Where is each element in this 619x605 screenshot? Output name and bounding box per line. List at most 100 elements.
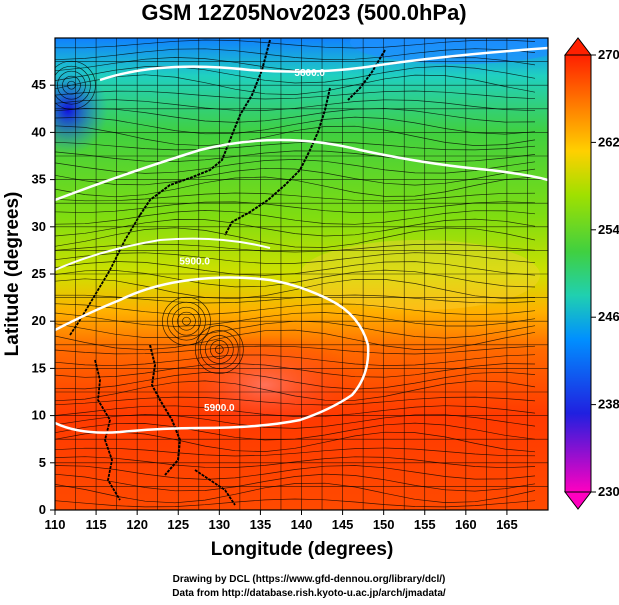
contour-label: 5900.0 xyxy=(204,403,235,414)
colorbar-tick-label: 246 xyxy=(598,309,619,324)
streamline xyxy=(55,48,536,61)
vortex-ring xyxy=(204,335,234,364)
streamline xyxy=(55,303,536,316)
colorbar-scale xyxy=(564,54,592,493)
contour-labels: 5900.0 5900.0 5800.0 xyxy=(179,68,325,414)
colorbar-bottom-arrow xyxy=(563,491,593,510)
x-tick-label: 145 xyxy=(332,517,354,532)
colorbar-tick-label: 262 xyxy=(598,134,619,149)
contour-5850 xyxy=(55,237,271,271)
streamline xyxy=(55,482,536,504)
vortex-ring xyxy=(172,306,201,336)
streamline xyxy=(55,218,536,237)
x-axis-ticks: 110 115 120 125 130 135 140 145 150 155 160 165 xyxy=(45,510,518,532)
coast-indochina xyxy=(94,359,121,501)
vortex-ring xyxy=(62,75,81,95)
streamline xyxy=(55,192,536,202)
lat-lon-grid xyxy=(55,38,548,510)
streamline xyxy=(55,354,536,367)
x-axis-label: Longitude (degrees) xyxy=(211,539,394,560)
streamline xyxy=(55,116,536,135)
warm-tongue xyxy=(300,240,540,310)
x-tick-label: 150 xyxy=(373,517,395,532)
x-tick-label: 130 xyxy=(208,517,230,532)
vortex-ring xyxy=(182,316,191,326)
vortex-ring xyxy=(55,60,96,110)
streamline xyxy=(55,473,536,492)
streamline xyxy=(55,345,536,355)
streamline xyxy=(55,201,536,214)
coast-korea-china xyxy=(139,39,271,216)
streamline xyxy=(55,210,536,225)
streamline xyxy=(55,243,536,253)
contour-5800-north xyxy=(99,46,548,82)
streamline xyxy=(55,294,536,304)
streamline xyxy=(55,269,536,288)
map-title: GSM 12Z05Nov2023 (500.0hPa) xyxy=(141,0,466,25)
streamline xyxy=(55,320,536,339)
vortex-ring xyxy=(67,80,76,90)
vortex-ring xyxy=(55,65,91,105)
y-tick-label: 0 xyxy=(39,502,46,517)
streamline xyxy=(55,396,536,406)
colorbar-top-arrow xyxy=(563,37,593,56)
y-tick-label: 35 xyxy=(32,172,46,187)
x-tick-label: 140 xyxy=(291,517,313,532)
streamline xyxy=(55,141,536,151)
x-tick-label: 115 xyxy=(86,517,107,532)
streamline xyxy=(55,278,536,300)
streamline xyxy=(55,363,536,378)
x-tick-label: 110 xyxy=(45,517,66,532)
vortex-ring xyxy=(162,296,211,346)
y-axis-label: Latitude (degrees) xyxy=(2,192,23,357)
x-tick-label: 165 xyxy=(496,517,518,532)
streamline xyxy=(55,312,536,327)
streamline xyxy=(55,447,536,457)
credit-drawing: Drawing by DCL (https://www.gfd-dennou.o… xyxy=(173,574,446,585)
streamline xyxy=(55,125,536,147)
y-tick-label: 45 xyxy=(32,77,46,92)
y-axis-ticks: 0 5 10 15 20 25 30 35 40 45 xyxy=(32,77,55,517)
vortex-ring xyxy=(199,330,239,369)
coast-china-east xyxy=(69,214,141,336)
colorbar-tick-label: 238 xyxy=(598,397,619,412)
streamline xyxy=(55,252,536,264)
streamline xyxy=(55,422,536,441)
vortex-ring xyxy=(214,345,224,354)
streamline xyxy=(55,380,536,402)
contour-5900-outer xyxy=(55,276,370,434)
vortex-ring xyxy=(177,311,196,331)
streamline xyxy=(55,65,536,84)
plot-area: 5900.0 5900.0 5800.0 xyxy=(55,38,548,510)
vortex-ring xyxy=(194,325,244,374)
streamline xyxy=(55,261,536,276)
contour-5700 xyxy=(55,138,548,202)
streamline xyxy=(55,39,536,49)
streamline xyxy=(55,150,536,163)
streamline xyxy=(55,90,536,100)
credit-data: Data from http://database.rish.kyoto-u.a… xyxy=(172,588,446,599)
x-tick-label: 135 xyxy=(250,517,272,532)
streamline xyxy=(55,227,536,248)
colorbar-tick-label: 270 xyxy=(598,47,619,62)
vortex-ring xyxy=(57,70,86,100)
streamline xyxy=(55,57,536,72)
y-tick-label: 15 xyxy=(32,360,46,375)
coast-borneo xyxy=(194,469,236,506)
cold-band xyxy=(350,38,548,64)
coast-japan xyxy=(224,87,331,236)
y-tick-label: 5 xyxy=(39,455,46,470)
vortex-ring xyxy=(209,340,229,359)
streamline xyxy=(55,329,536,351)
x-tick-label: 125 xyxy=(167,517,189,532)
streamline xyxy=(55,414,536,429)
contour-label: 5800.0 xyxy=(294,68,325,79)
coastlines xyxy=(69,39,386,506)
warm-core xyxy=(170,335,360,435)
coast-philippines xyxy=(149,344,182,476)
streamline xyxy=(55,176,536,198)
streamline xyxy=(55,405,536,417)
streamline xyxy=(55,167,536,186)
vortex-ring xyxy=(167,301,206,341)
